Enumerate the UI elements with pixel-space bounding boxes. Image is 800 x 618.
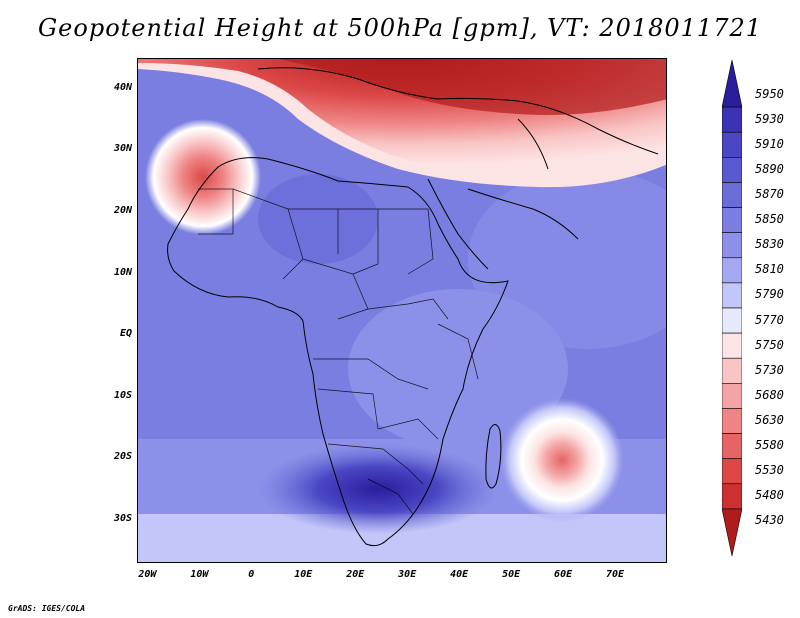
colorbar-swatch	[722, 433, 742, 459]
colorbar-label: 5790	[755, 287, 784, 302]
x-tick-label: 0	[248, 569, 255, 580]
colorbar-swatch	[722, 458, 742, 485]
colorbar-label: 5680	[755, 387, 784, 402]
colorbar-label: 5750	[755, 337, 784, 352]
x-tick-label: 40E	[450, 569, 469, 580]
x-tick-label: 10W	[190, 569, 209, 580]
grads-credit: GrADS: IGES/COLA	[8, 604, 86, 613]
y-tick-label: 30S	[113, 512, 132, 524]
colorbar-label: 5630	[755, 413, 784, 427]
colorbar-swatch	[722, 483, 742, 510]
colorbar-label: 5770	[755, 312, 784, 327]
colorbar-label: 5870	[755, 187, 784, 201]
colorbar-label: 5730	[755, 362, 784, 377]
colorbar-label: 5910	[755, 136, 784, 151]
arabian-sea-field	[468, 169, 666, 349]
colorbar-label: 5930	[755, 111, 784, 126]
colorbar-swatch	[722, 182, 742, 208]
colorbar-label: 5810	[755, 262, 784, 277]
y-tick-label: EQ	[119, 328, 132, 340]
colorbar-label: 5830	[755, 237, 784, 252]
colorbar-label: 5850	[755, 212, 784, 227]
colorbar-swatch	[722, 131, 742, 158]
colorbar-swatch	[722, 207, 742, 233]
y-tick-label: 10N	[113, 266, 132, 278]
x-tick-label: 30E	[398, 569, 417, 580]
southern-africa-high	[258, 444, 498, 534]
map-panel	[137, 58, 667, 563]
colorbar-swatch	[722, 383, 742, 409]
colorbar-label: 5530	[755, 463, 784, 478]
y-tick-label: 20N	[113, 204, 132, 216]
x-tick-label: 20W	[138, 569, 157, 580]
colorbar-swatch	[722, 257, 742, 284]
x-tick-label: 60E	[554, 569, 573, 580]
coastlines	[167, 67, 659, 547]
colorbar-swatch	[722, 332, 742, 359]
x-tick-label: 50E	[502, 569, 521, 580]
y-tick-label: 30N	[113, 143, 132, 155]
colorbar-swatch	[722, 106, 742, 133]
colorbar-swatch	[722, 232, 742, 259]
colorbar-label: 5890	[755, 161, 784, 176]
colorbar-label: 5480	[755, 488, 784, 503]
colorbar-label: 5430	[755, 513, 784, 528]
country-borders	[198, 188, 479, 515]
x-tick-label: 20E	[346, 569, 365, 580]
cyclone-low	[500, 398, 624, 522]
colorbar-swatch	[722, 408, 742, 434]
x-tick-label: 70E	[606, 569, 625, 580]
map-svg	[138, 59, 666, 562]
north-trough-core	[278, 59, 666, 115]
y-tick-label: 40N	[113, 81, 132, 93]
colorbar-swatch	[722, 508, 742, 556]
x-tick-label: 10E	[294, 569, 313, 580]
cutoff-low-nw-africa	[145, 119, 261, 235]
colorbar-swatch	[722, 307, 742, 334]
colorbar-swatch	[722, 60, 742, 108]
y-tick-label: 10S	[113, 389, 132, 401]
colorbar-label: 5950	[755, 86, 784, 101]
chart-title: Geopotential Height at 500hPa [gpm], VT:…	[38, 14, 762, 42]
sahara-high	[258, 174, 378, 264]
colorbar-swatch	[722, 157, 742, 183]
colorbar	[722, 60, 742, 556]
y-tick-label: 20S	[113, 451, 132, 463]
colorbar-swatch	[722, 357, 742, 384]
colorbar-label: 5580	[755, 438, 784, 453]
colorbar-swatch	[722, 282, 742, 309]
